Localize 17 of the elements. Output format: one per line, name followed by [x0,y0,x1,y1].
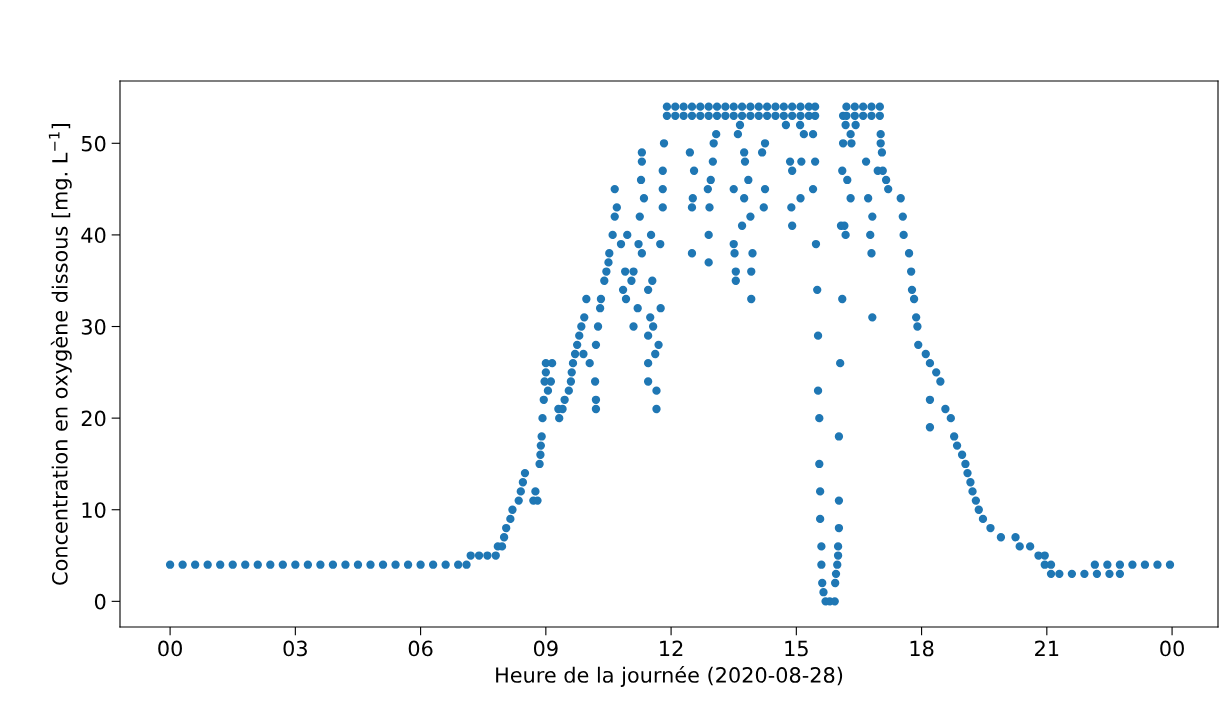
y-tick-label: 50 [81,135,106,152]
x-axis-title: Heure de la journée (2020-08-28) [496,665,843,687]
x-tick-label: 00 [158,640,182,657]
x-tick-label: 06 [408,640,433,657]
x-tick-label: 18 [910,640,934,657]
y-tick-label: 20 [81,410,106,427]
y-tick-label: 0 [94,593,106,610]
y-tick-label: 10 [82,502,106,518]
x-tick-label: 00 [1160,640,1184,657]
x-tick-label: 09 [533,640,558,657]
y-tick-label: 30 [81,318,106,335]
x-tick-label: 15 [785,640,808,657]
x-tick-label: 21 [1035,640,1059,657]
x-tick-label: 12 [660,640,683,657]
x-tick-label: 03 [283,640,307,657]
y-axis-title: Concentration en oxygène dissous [mg. L$^{−1}$] [48,123,72,585]
y-tick-label: 40 [81,227,106,244]
